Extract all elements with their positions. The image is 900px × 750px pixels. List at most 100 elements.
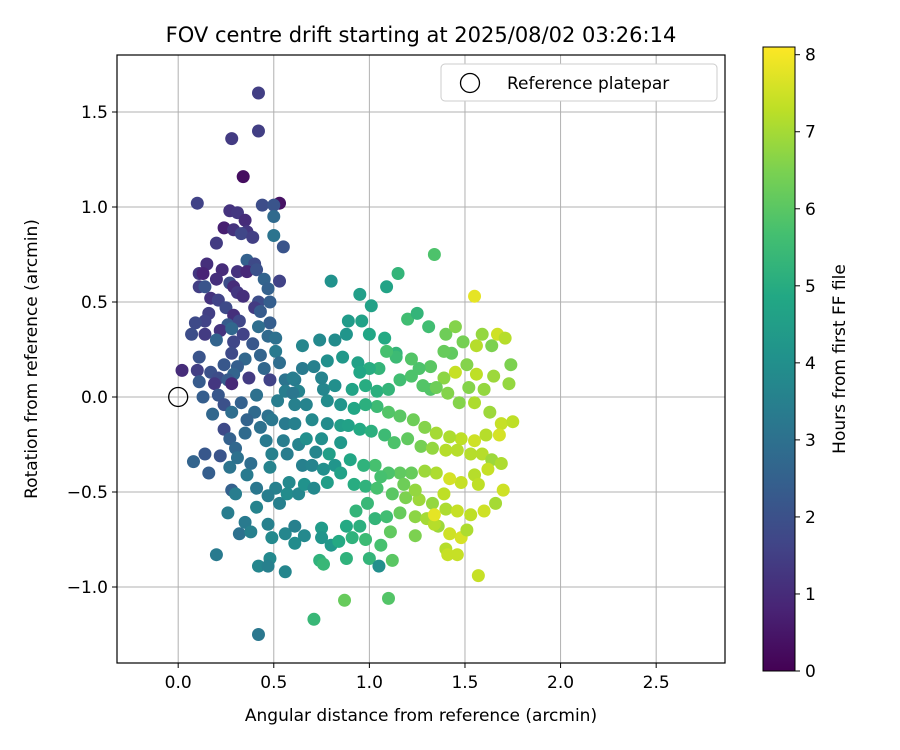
data-point — [380, 510, 394, 524]
data-point — [292, 487, 306, 501]
data-point — [238, 213, 252, 227]
data-point — [217, 358, 231, 372]
colorbar-tick-label: 8 — [805, 46, 816, 66]
data-point — [427, 508, 441, 522]
data-point — [334, 466, 348, 480]
data-point — [494, 417, 508, 431]
data-point — [271, 394, 285, 408]
data-point — [305, 413, 319, 427]
data-point — [236, 327, 250, 341]
data-point — [238, 515, 252, 529]
data-point — [450, 548, 464, 562]
data-point — [276, 434, 290, 448]
data-point — [437, 371, 451, 385]
data-point — [246, 337, 260, 351]
plot-frame — [116, 54, 726, 664]
x-tick-label: 1.0 — [356, 673, 383, 693]
data-point — [280, 447, 294, 461]
data-point — [225, 132, 239, 146]
data-point — [320, 476, 334, 489]
data-point — [391, 267, 405, 280]
data-point — [464, 447, 478, 461]
data-point — [410, 306, 424, 320]
data-point — [437, 344, 451, 358]
data-point — [315, 432, 329, 446]
data-point — [380, 280, 394, 294]
colorbar-tick-label: 0 — [805, 662, 816, 682]
data-point — [209, 272, 223, 286]
data-point — [468, 396, 482, 410]
data-point — [429, 381, 443, 394]
data-point — [288, 417, 302, 431]
data-point — [320, 394, 334, 408]
data-point — [374, 470, 388, 484]
data-point — [198, 447, 212, 461]
x-tick-label: 0.5 — [260, 673, 287, 693]
data-point — [322, 447, 336, 461]
data-point — [393, 409, 407, 423]
data-point — [315, 371, 329, 385]
data-point — [309, 445, 323, 459]
data-point — [223, 460, 237, 474]
data-point — [225, 405, 239, 419]
data-point — [263, 316, 277, 330]
data-point — [267, 229, 281, 242]
data-point — [259, 434, 273, 448]
data-point — [359, 398, 373, 412]
data-point — [439, 502, 453, 516]
data-point — [404, 352, 418, 366]
data-point — [387, 436, 401, 450]
data-point — [253, 420, 267, 434]
data-point — [250, 481, 264, 495]
data-point — [328, 379, 342, 393]
data-point — [320, 417, 334, 431]
data-point — [334, 436, 348, 450]
data-point — [190, 196, 204, 210]
data-point — [288, 398, 302, 412]
data-point — [481, 462, 495, 476]
data-point — [385, 553, 399, 567]
data-point — [320, 354, 334, 368]
data-point — [299, 432, 313, 446]
data-point — [469, 339, 483, 353]
data-point — [359, 379, 373, 393]
data-point — [441, 548, 455, 562]
data-point — [316, 557, 330, 571]
data-point — [186, 455, 200, 469]
data-point — [251, 124, 265, 138]
colorbar-tick-label: 2 — [805, 508, 816, 528]
data-point — [477, 382, 491, 396]
data-point — [347, 401, 361, 415]
data-point — [227, 335, 241, 349]
data-point — [454, 432, 468, 446]
data-point — [408, 483, 422, 497]
y-tick-label: −1.0 — [67, 578, 108, 598]
data-point — [368, 512, 382, 526]
data-point — [213, 449, 227, 463]
data-point — [208, 377, 222, 391]
data-point — [502, 377, 516, 391]
colorbar-tick-label: 3 — [805, 431, 816, 451]
data-point — [401, 432, 415, 446]
data-point — [347, 477, 361, 491]
data-point — [404, 369, 418, 383]
data-point — [313, 333, 327, 347]
data-point — [209, 236, 223, 250]
data-point — [198, 280, 212, 294]
data-point — [380, 344, 394, 358]
data-point — [370, 400, 384, 413]
data-point — [238, 426, 252, 440]
y-tick-label: 1.5 — [81, 103, 108, 123]
data-point — [251, 86, 265, 100]
grid-lines — [117, 55, 725, 663]
data-point — [324, 274, 338, 288]
data-point — [267, 210, 281, 223]
data-point — [288, 519, 302, 533]
data-point — [427, 517, 441, 531]
x-axis-ticks: 0.0 0.5 1.0 1.5 2.0 2.5 — [165, 663, 670, 693]
colorbar: 0 1 2 3 4 5 6 7 8 Hours from first FF file — [762, 46, 850, 682]
data-point — [209, 333, 223, 347]
data-point — [230, 451, 244, 465]
data-point — [441, 386, 455, 400]
data-point — [225, 346, 239, 360]
